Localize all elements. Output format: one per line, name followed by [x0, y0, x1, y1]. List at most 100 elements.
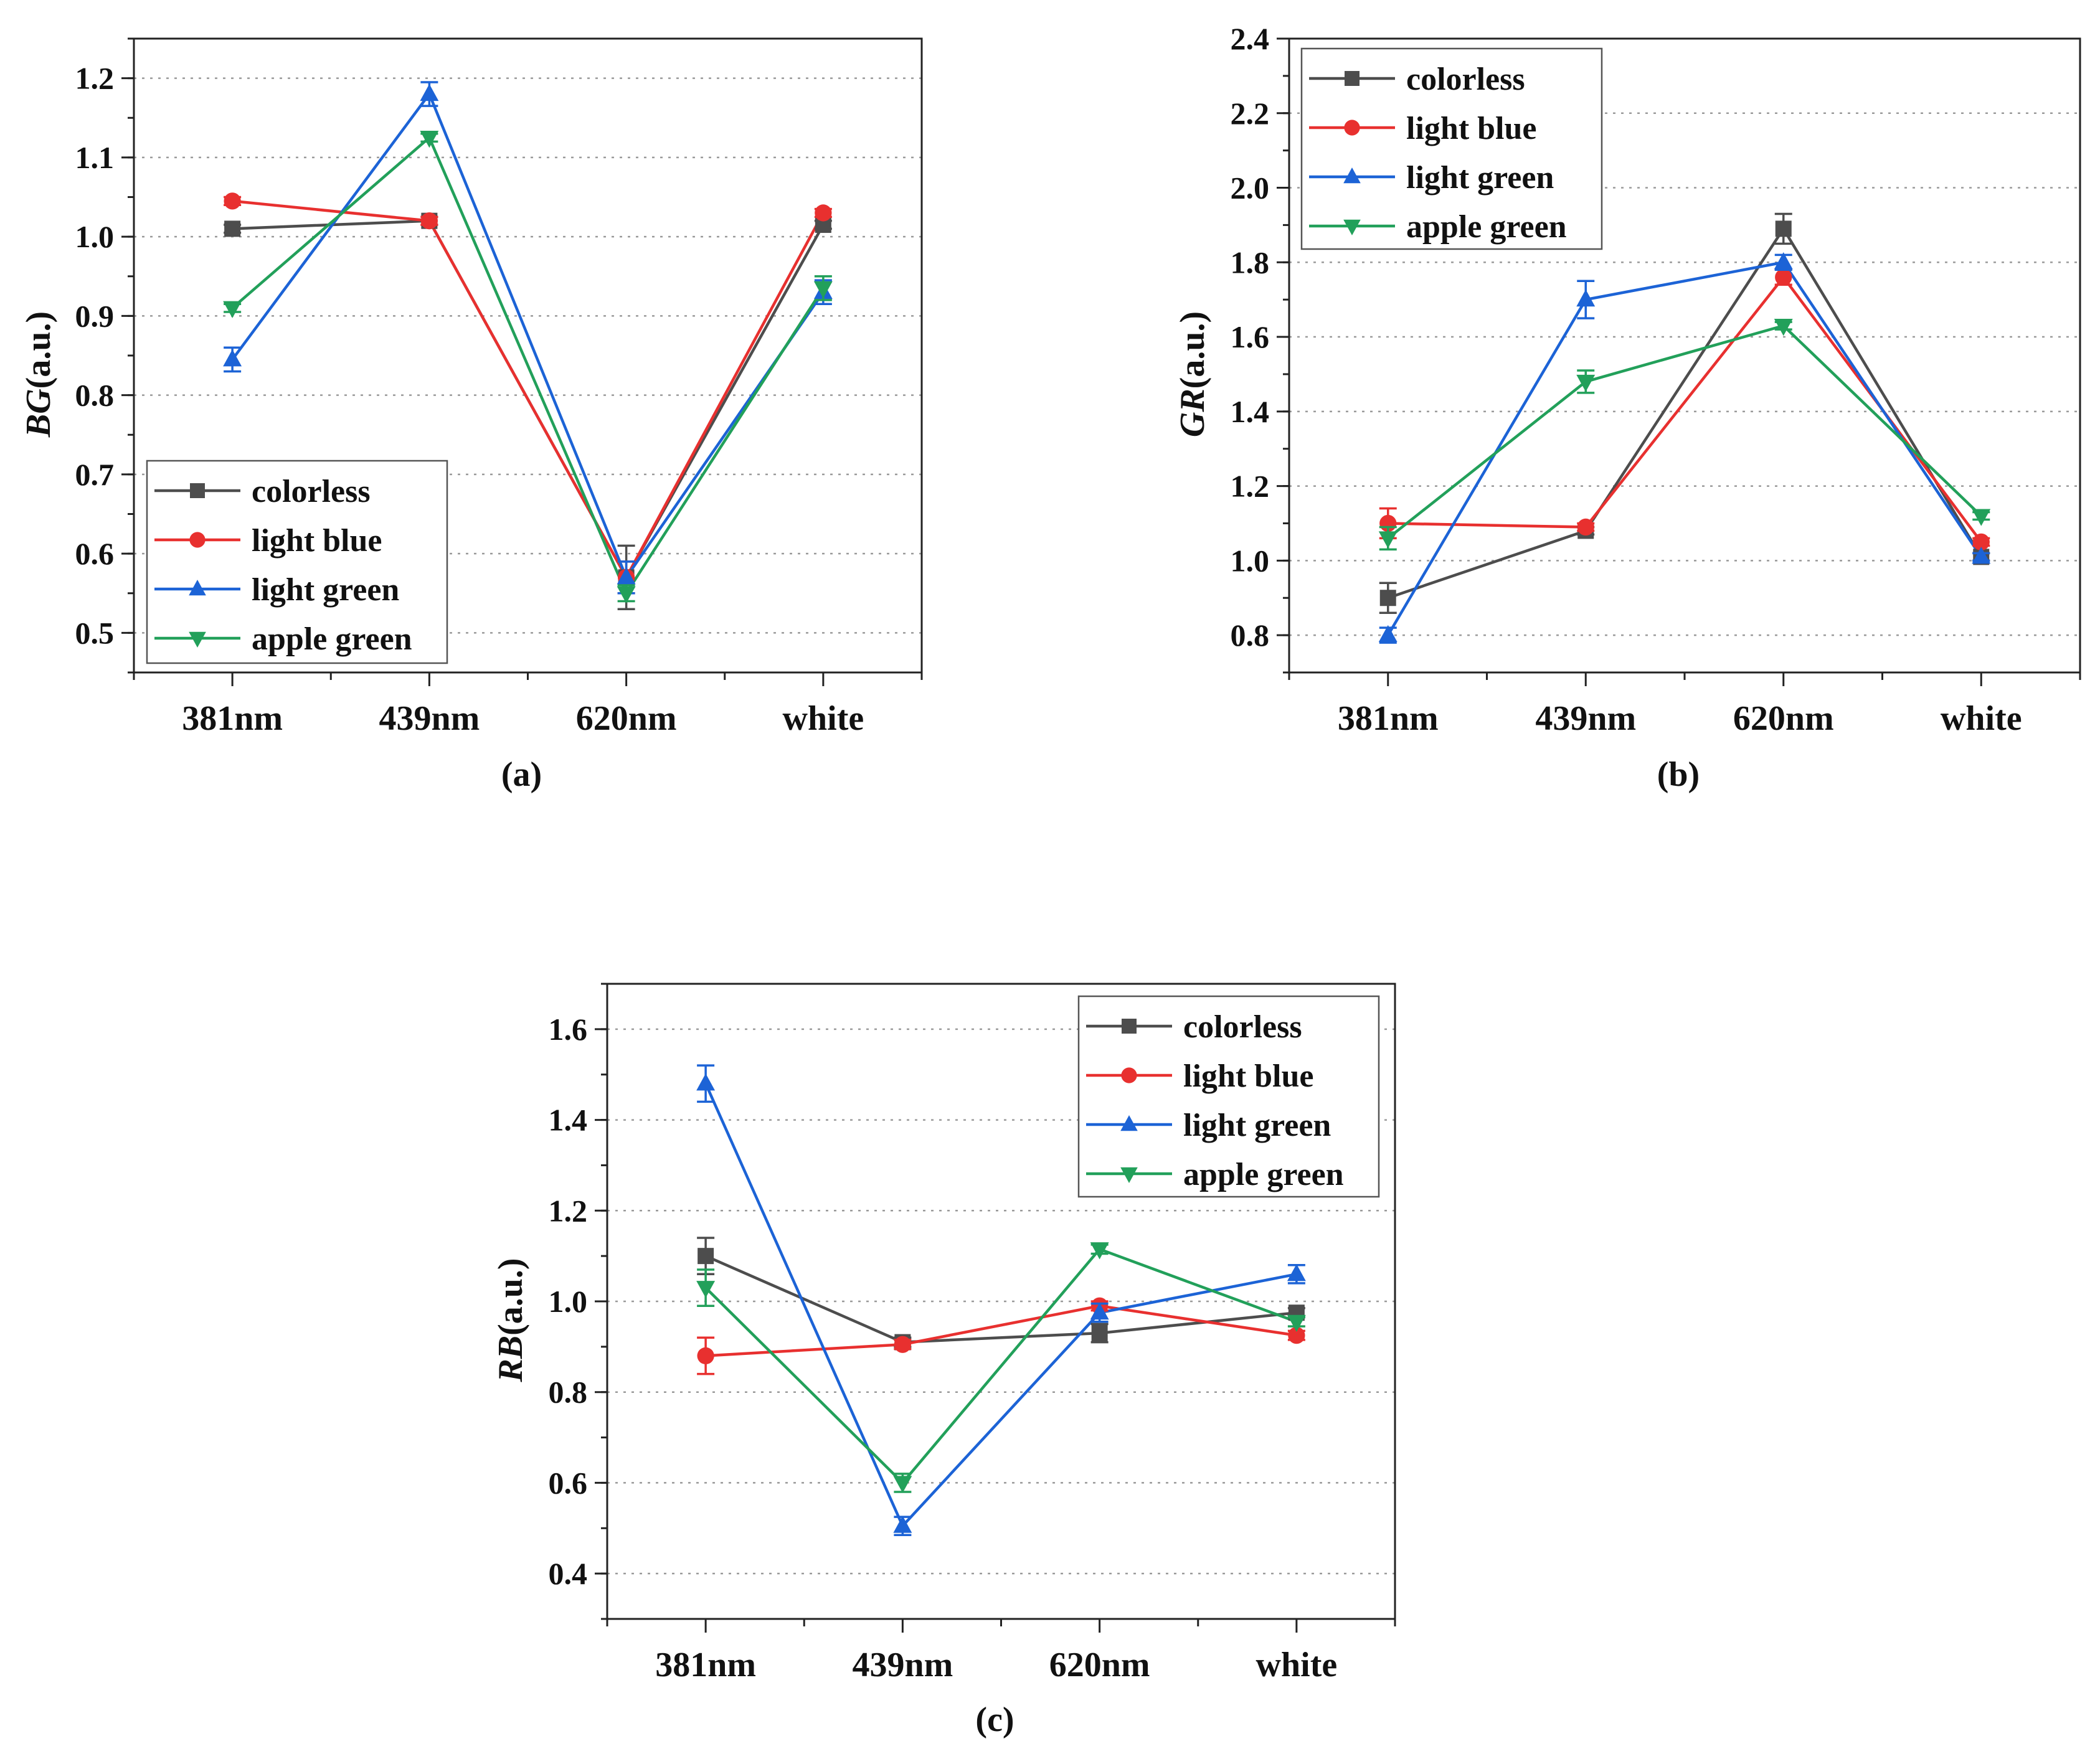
legend-entry: colorless: [1406, 62, 1525, 97]
y-tick-label: 1.2: [549, 1193, 588, 1228]
data-point-colorless: [1379, 590, 1396, 606]
data-point-apple-green: [1972, 509, 1991, 526]
data-point-apple-green: [1378, 531, 1397, 549]
y-axis-title: GR(a.u.): [1173, 311, 1212, 437]
data-point-light-blue: [1775, 268, 1792, 286]
x-tick-label: 620nm: [1049, 1646, 1150, 1684]
data-point-light-blue: [697, 1347, 714, 1365]
data-point-light-blue: [1288, 1326, 1305, 1344]
y-tick-label: 0.6: [75, 536, 115, 571]
x-tick-label: 439nm: [379, 699, 480, 738]
legend-entry: apple green: [252, 621, 412, 657]
y-tick-label: 0.6: [549, 1465, 588, 1500]
legend: colorless light blue light green apple gree…: [146, 460, 448, 664]
y-tick-label: 2.2: [1231, 96, 1270, 131]
data-point-apple-green: [223, 301, 242, 318]
data-point-apple-green: [813, 281, 833, 299]
data-point-apple-green: [617, 586, 636, 603]
series-line-light-green: [1386, 260, 1983, 636]
series-line-apple-green: [704, 1247, 1297, 1485]
series-line-colorless: [1388, 226, 1983, 600]
y-tick-label: 1.4: [1231, 394, 1270, 429]
chart-2: 0.8 1.0 1.2 1.4 1.6 1.8 2.0 2.2 2.4 381nm 439nm 620…: [1173, 21, 2081, 794]
series-line-light-blue: [705, 1304, 1297, 1357]
data-point-apple-green: [696, 1281, 716, 1298]
plot-frame: [133, 37, 923, 674]
legend-marker: [1121, 1067, 1137, 1083]
legend-entry: light blue: [1183, 1059, 1314, 1094]
y-axis-title-symbol: GR: [1173, 389, 1212, 437]
chart-3: 0.4 0.6 0.8 1.0 1.2 1.4 1.6 381nm 439nm 620nm whit…: [491, 983, 1396, 1739]
y-tick-label: 0.8: [549, 1375, 588, 1410]
y-axis-title-unit: (a.u.): [491, 1258, 530, 1335]
data-point-light-green: [893, 1516, 912, 1533]
data-point-colorless: [224, 220, 241, 237]
y-tick-label: 1.0: [75, 219, 115, 254]
y-tick-label: 0.7: [75, 457, 115, 492]
data-point-light-green: [420, 83, 439, 101]
legend-entry: light green: [1406, 160, 1554, 196]
legend-marker: [1344, 120, 1360, 136]
data-point-light-green: [1972, 547, 1991, 564]
data-point-light-green: [1287, 1264, 1306, 1281]
legend-marker: [189, 580, 206, 596]
x-tick-label: 381nm: [655, 1646, 756, 1684]
data-point-colorless: [1091, 1325, 1108, 1341]
y-tick-label: 0.4: [549, 1556, 588, 1591]
y-axis-title-symbol: RB: [491, 1336, 530, 1383]
data-point-light-green: [1090, 1302, 1109, 1320]
y-tick-label: 1.1: [75, 140, 115, 175]
data-point-light-blue: [224, 192, 241, 210]
series-line-apple-green: [1387, 324, 1982, 540]
legend: colorless light blue light green apple gree…: [1077, 995, 1380, 1198]
legend-entry: light blue: [1406, 111, 1537, 146]
legend-marker: [1343, 167, 1361, 184]
data-point-apple-green: [420, 131, 439, 148]
legend: colorless light blue light green apple gree…: [1300, 47, 1603, 250]
y-axis-title: RB(a.u.): [491, 1258, 530, 1382]
legend-marker: [1343, 219, 1361, 235]
legend-entry: colorless: [252, 474, 371, 509]
data-point-light-green: [617, 567, 636, 585]
legend-marker: [1120, 1115, 1138, 1131]
data-point-light-green: [1378, 625, 1397, 643]
data-point-colorless: [1775, 220, 1792, 237]
legend-marker: [1120, 1167, 1138, 1183]
panel-label: (a): [501, 755, 542, 794]
series-line-light-green: [704, 1083, 1297, 1529]
x-tick-label: 381nm: [1338, 699, 1439, 738]
legend-marker: [189, 631, 206, 648]
x-tick-label: white: [1256, 1646, 1338, 1684]
data-point-light-blue: [815, 204, 832, 222]
data-point-colorless: [698, 1248, 714, 1265]
data-point-light-green: [696, 1073, 716, 1091]
y-tick-label: 1.2: [1231, 469, 1270, 504]
legend-marker: [1122, 1019, 1137, 1034]
panel-label: (b): [1657, 755, 1700, 794]
y-tick-label: 1.6: [549, 1012, 588, 1047]
series-line-light-blue: [232, 199, 825, 580]
x-tick-label: 620nm: [1733, 699, 1834, 738]
chart-1: 0.5 0.6 0.7 0.8 0.9 1.0 1.1 1.2 381nm 439nm 620nm w…: [19, 37, 923, 794]
y-tick-label: 1.6: [1231, 319, 1270, 354]
y-axis-title-unit: (a.u.): [19, 311, 58, 389]
panel-label: (c): [975, 1700, 1014, 1739]
data-point-light-green: [1774, 252, 1793, 270]
x-tick-label: 439nm: [852, 1646, 953, 1684]
y-tick-label: 2.4: [1231, 21, 1270, 56]
y-tick-label: 1.0: [1231, 543, 1270, 578]
legend-entry: colorless: [1183, 1009, 1302, 1045]
y-tick-label: 1.0: [549, 1284, 588, 1319]
y-tick-label: 0.9: [75, 298, 115, 333]
legend-entry: light blue: [252, 523, 382, 559]
data-point-light-green: [1576, 289, 1596, 307]
series-line-light-green: [231, 91, 825, 581]
data-point-light-blue: [420, 212, 438, 230]
plot-frame: [1288, 37, 2081, 674]
legend-entry: light green: [252, 572, 399, 608]
y-axis-title-symbol: BG: [19, 389, 58, 438]
y-axis-title: BG(a.u.): [19, 311, 58, 438]
series-line-apple-green: [231, 135, 825, 597]
y-tick-label: 2.0: [1231, 171, 1270, 205]
